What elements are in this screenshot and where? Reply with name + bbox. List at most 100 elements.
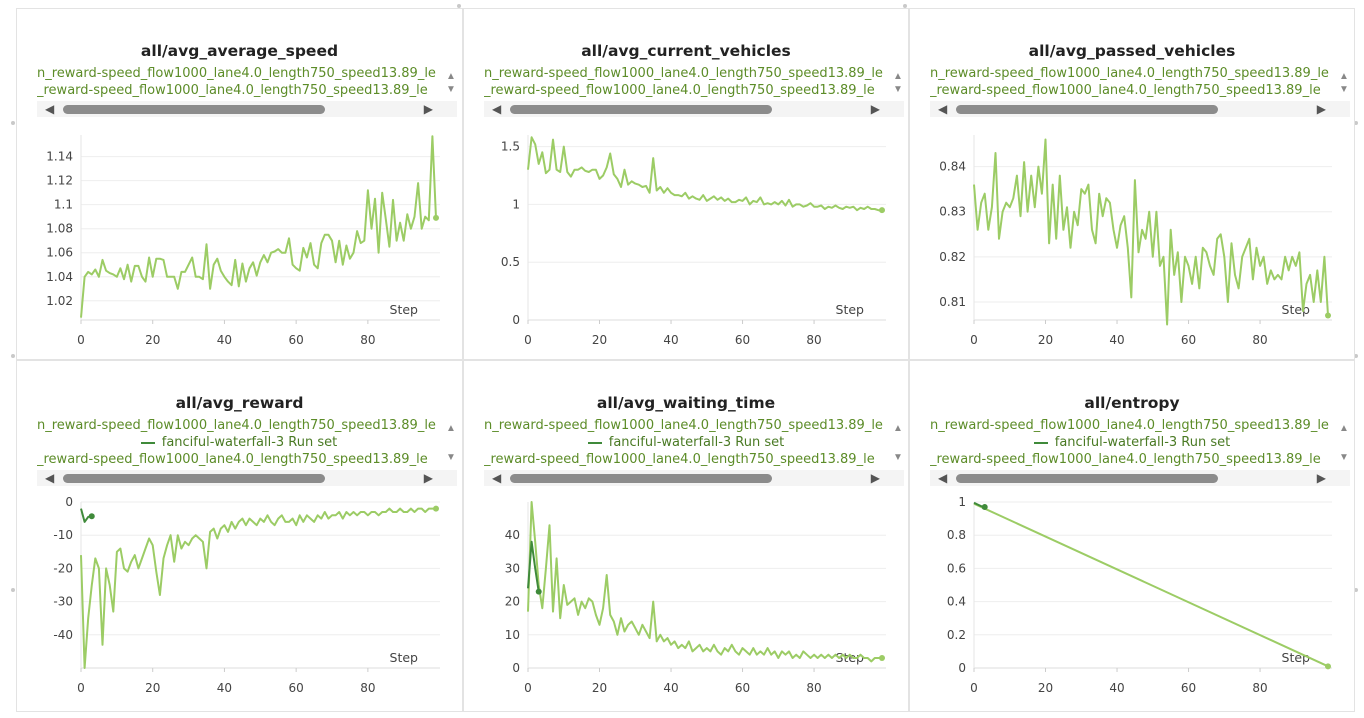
scroll-left-icon[interactable]: ◀ bbox=[45, 471, 55, 485]
legend-entry-run-c[interactable]: _reward-speed_flow1000_lane4.0_length750… bbox=[930, 83, 1334, 99]
series-end-point bbox=[1325, 663, 1331, 670]
chevron-up-icon[interactable]: ▲ bbox=[446, 71, 456, 82]
series-line-main[interactable] bbox=[527, 501, 882, 663]
series-line-main[interactable] bbox=[80, 507, 436, 669]
y-tick-label: 0 bbox=[512, 661, 520, 675]
scroll-right-icon[interactable]: ▶ bbox=[423, 102, 433, 116]
legend-entry-run-a[interactable]: n_reward-speed_flow1000_lane4.0_length75… bbox=[37, 66, 441, 82]
scrollbar-thumb[interactable] bbox=[63, 474, 325, 483]
legend-horizontal-scrollbar[interactable]: ◀ ▶ bbox=[484, 470, 904, 486]
x-tick-label: 60 bbox=[735, 333, 750, 347]
legend-horizontal-scrollbar[interactable]: ◀ ▶ bbox=[930, 101, 1350, 117]
scrollbar-thumb[interactable] bbox=[956, 474, 1218, 483]
chevron-down-icon[interactable]: ▼ bbox=[446, 84, 456, 95]
x-tick-label: 80 bbox=[806, 333, 821, 347]
chevron-up-icon[interactable]: ▲ bbox=[1339, 423, 1349, 434]
chart-panel-6: all/entropy n_reward-speed_flow1000_lane4… bbox=[909, 360, 1355, 712]
x-tick-label: 0 bbox=[77, 681, 85, 695]
series-line-main[interactable] bbox=[973, 138, 1329, 326]
chevron-down-icon[interactable]: ▼ bbox=[893, 84, 903, 95]
legend-entry-run-b[interactable]: fanciful-waterfall-3 Run set bbox=[484, 435, 888, 451]
chevron-down-icon[interactable]: ▼ bbox=[1339, 452, 1349, 463]
chart-plot[interactable]: 0 -10 -20 -30 -40 0 20 40 60 80 Step bbox=[17, 496, 462, 711]
x-tick-label: 20 bbox=[592, 333, 607, 347]
legend-scroll-arrows[interactable]: ▲ ▼ bbox=[445, 422, 457, 464]
series-line-main[interactable] bbox=[527, 136, 882, 212]
chart-plot[interactable]: 1.02 1.04 1.06 1.08 1.1 1.12 1.14 0 20 40 60 80 Step bbox=[17, 129, 462, 359]
chart-legend[interactable]: n_reward-speed_flow1000_lane4.0_length75… bbox=[484, 418, 888, 472]
scroll-right-icon[interactable]: ▶ bbox=[870, 471, 880, 485]
chart-legend[interactable]: n_reward-speed_flow1000_lane4.0_length75… bbox=[37, 66, 441, 120]
chevron-up-icon[interactable]: ▲ bbox=[446, 423, 456, 434]
chart-legend[interactable]: n_reward-speed_flow1000_lane4.0_length75… bbox=[484, 66, 888, 120]
series-line-main[interactable] bbox=[973, 502, 1329, 668]
legend-entry-run-a[interactable]: n_reward-speed_flow1000_lane4.0_length75… bbox=[930, 418, 1334, 434]
chart-legend[interactable]: n_reward-speed_flow1000_lane4.0_length75… bbox=[930, 418, 1334, 472]
scrollbar-thumb[interactable] bbox=[63, 105, 325, 114]
chart-title: all/avg_average_speed bbox=[140, 42, 339, 60]
scroll-left-icon[interactable]: ◀ bbox=[45, 102, 55, 116]
legend-entry-run-a[interactable]: n_reward-speed_flow1000_lane4.0_length75… bbox=[37, 418, 441, 434]
x-tick-label: 60 bbox=[289, 681, 304, 695]
chart-title: all/avg_current_vehicles bbox=[581, 42, 791, 60]
x-tick-label: 40 bbox=[217, 681, 232, 695]
scroll-right-icon[interactable]: ▶ bbox=[1316, 471, 1326, 485]
chevron-down-icon[interactable]: ▼ bbox=[1339, 84, 1349, 95]
legend-entry-run-b[interactable]: fanciful-waterfall-3 Run set bbox=[37, 435, 441, 451]
x-tick-label: 20 bbox=[145, 333, 160, 347]
chevron-down-icon[interactable]: ▼ bbox=[446, 452, 456, 463]
chart-plot[interactable]: 0 0.5 1 1.5 0 20 40 60 80 Step bbox=[464, 129, 908, 359]
scrollbar-thumb[interactable] bbox=[510, 105, 772, 114]
scrollbar-thumb[interactable] bbox=[510, 474, 772, 483]
scroll-left-icon[interactable]: ◀ bbox=[938, 102, 948, 116]
legend-scroll-arrows[interactable]: ▲ ▼ bbox=[892, 422, 904, 464]
y-tick-label: 1.12 bbox=[46, 174, 73, 188]
legend-entry-run-c[interactable]: _reward-speed_flow1000_lane4.0_length750… bbox=[37, 452, 441, 468]
legend-entry-run-c[interactable]: _reward-speed_flow1000_lane4.0_length750… bbox=[484, 83, 888, 99]
x-tick-label: 40 bbox=[1109, 333, 1124, 347]
legend-entry-run-a[interactable]: n_reward-speed_flow1000_lane4.0_length75… bbox=[484, 418, 888, 434]
chart-plot[interactable]: 0.81 0.82 0.83 0.84 0 20 40 60 80 Step bbox=[910, 129, 1354, 359]
legend-scroll-arrows[interactable]: ▲ ▼ bbox=[1338, 422, 1350, 464]
x-tick-label: 0 bbox=[524, 681, 532, 695]
legend-entry-run-c[interactable]: _reward-speed_flow1000_lane4.0_length750… bbox=[37, 83, 441, 99]
legend-label: n_reward-speed_flow1000_lane4.0_length75… bbox=[484, 66, 883, 81]
legend-entry-run-a[interactable]: n_reward-speed_flow1000_lane4.0_length75… bbox=[930, 66, 1334, 82]
legend-horizontal-scrollbar[interactable]: ◀ ▶ bbox=[37, 101, 457, 117]
chevron-up-icon[interactable]: ▲ bbox=[893, 71, 903, 82]
scrollbar-thumb[interactable] bbox=[956, 105, 1218, 114]
scroll-right-icon[interactable]: ▶ bbox=[870, 102, 880, 116]
x-tick-label: 40 bbox=[663, 333, 678, 347]
scroll-left-icon[interactable]: ◀ bbox=[938, 471, 948, 485]
grid-handle-dot bbox=[11, 121, 15, 125]
legend-scroll-arrows[interactable]: ▲ ▼ bbox=[892, 70, 904, 96]
y-tick-label: 10 bbox=[505, 628, 520, 642]
x-tick-label: 80 bbox=[1252, 681, 1267, 695]
scroll-right-icon[interactable]: ▶ bbox=[1316, 102, 1326, 116]
chevron-up-icon[interactable]: ▲ bbox=[1339, 71, 1349, 82]
legend-horizontal-scrollbar[interactable]: ◀ ▶ bbox=[484, 101, 904, 117]
legend-scroll-arrows[interactable]: ▲ ▼ bbox=[445, 70, 457, 96]
legend-entry-run-b[interactable]: fanciful-waterfall-3 Run set bbox=[930, 435, 1334, 451]
legend-entry-run-c[interactable]: _reward-speed_flow1000_lane4.0_length750… bbox=[930, 452, 1334, 468]
chevron-up-icon[interactable]: ▲ bbox=[893, 423, 903, 434]
scroll-left-icon[interactable]: ◀ bbox=[492, 102, 502, 116]
series-line-main[interactable] bbox=[80, 135, 437, 318]
x-tick-label: 20 bbox=[145, 681, 160, 695]
legend-scroll-arrows[interactable]: ▲ ▼ bbox=[1338, 70, 1350, 96]
legend-entry-run-c[interactable]: _reward-speed_flow1000_lane4.0_length750… bbox=[484, 452, 888, 468]
legend-horizontal-scrollbar[interactable]: ◀ ▶ bbox=[930, 470, 1350, 486]
scroll-left-icon[interactable]: ◀ bbox=[492, 471, 502, 485]
chevron-down-icon[interactable]: ▼ bbox=[893, 452, 903, 463]
y-tick-label: 1.14 bbox=[46, 150, 73, 164]
y-tick-label: 1.04 bbox=[46, 270, 73, 284]
series-line-secondary[interactable] bbox=[527, 540, 540, 592]
legend-horizontal-scrollbar[interactable]: ◀ ▶ bbox=[37, 470, 457, 486]
chart-legend[interactable]: n_reward-speed_flow1000_lane4.0_length75… bbox=[37, 418, 441, 472]
chart-legend[interactable]: n_reward-speed_flow1000_lane4.0_length75… bbox=[930, 66, 1334, 120]
scroll-right-icon[interactable]: ▶ bbox=[423, 471, 433, 485]
legend-entry-run-a[interactable]: n_reward-speed_flow1000_lane4.0_length75… bbox=[484, 66, 888, 82]
